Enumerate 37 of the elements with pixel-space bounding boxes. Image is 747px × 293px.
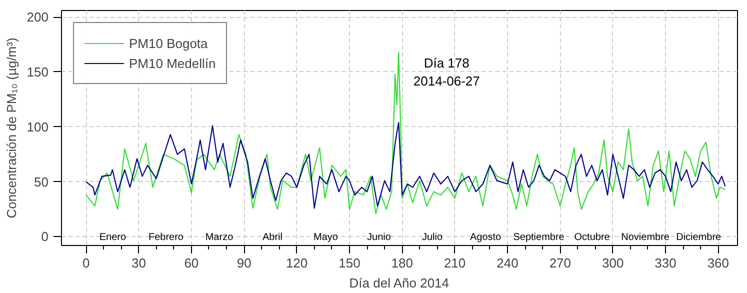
- y-axis-title: Concentración de PM₁₀ (µg/m³): [4, 38, 19, 218]
- annotation: Abril: [262, 232, 283, 243]
- line-series: [86, 122, 726, 209]
- x-tick-label: 240: [496, 256, 518, 270]
- annotation: Agosto: [470, 232, 502, 243]
- y-tick-label: 150: [26, 64, 49, 80]
- annotation: Junio: [367, 232, 392, 243]
- x-tick-label: 150: [338, 256, 360, 270]
- annotation: Septiembre: [513, 232, 565, 243]
- x-tick-label: 210: [444, 256, 466, 270]
- x-tick-label: 0: [82, 256, 90, 270]
- x-tick-label: 90: [236, 256, 252, 270]
- y-tick-label: 50: [34, 174, 49, 190]
- annotation: Noviembre: [621, 232, 670, 243]
- y-tick-label: 0: [41, 229, 49, 244]
- legend-label: PM10 Bogota: [129, 36, 208, 50]
- x-tick-label: 300: [602, 256, 624, 270]
- y-tick-label: 200: [26, 10, 49, 25]
- x-tick-label: 360: [707, 256, 730, 270]
- annotation: Enero: [99, 232, 126, 243]
- y-tick-label: 100: [26, 119, 49, 134]
- annotation: Octubre: [574, 232, 610, 243]
- x-tick-label: 180: [391, 256, 413, 270]
- x-tick-label: 120: [286, 256, 308, 270]
- legend-label: PM10 Medellín: [129, 56, 216, 70]
- x-tick-label: 330: [654, 256, 676, 270]
- x-axis-title: Día del Año 2014: [349, 276, 450, 290]
- annotation: Día 178 2014-06-27: [413, 56, 480, 89]
- line-series: [86, 52, 726, 214]
- annotation: Febrero: [148, 232, 184, 243]
- annotation: Diciembre: [676, 232, 722, 243]
- x-tick-label: 30: [132, 256, 146, 270]
- annotation: Marzo: [205, 232, 234, 243]
- x-tick-label: 60: [184, 256, 199, 270]
- annotation: Julio: [422, 232, 443, 243]
- x-tick-label: 270: [549, 256, 572, 270]
- annotation: Mayo: [314, 232, 338, 243]
